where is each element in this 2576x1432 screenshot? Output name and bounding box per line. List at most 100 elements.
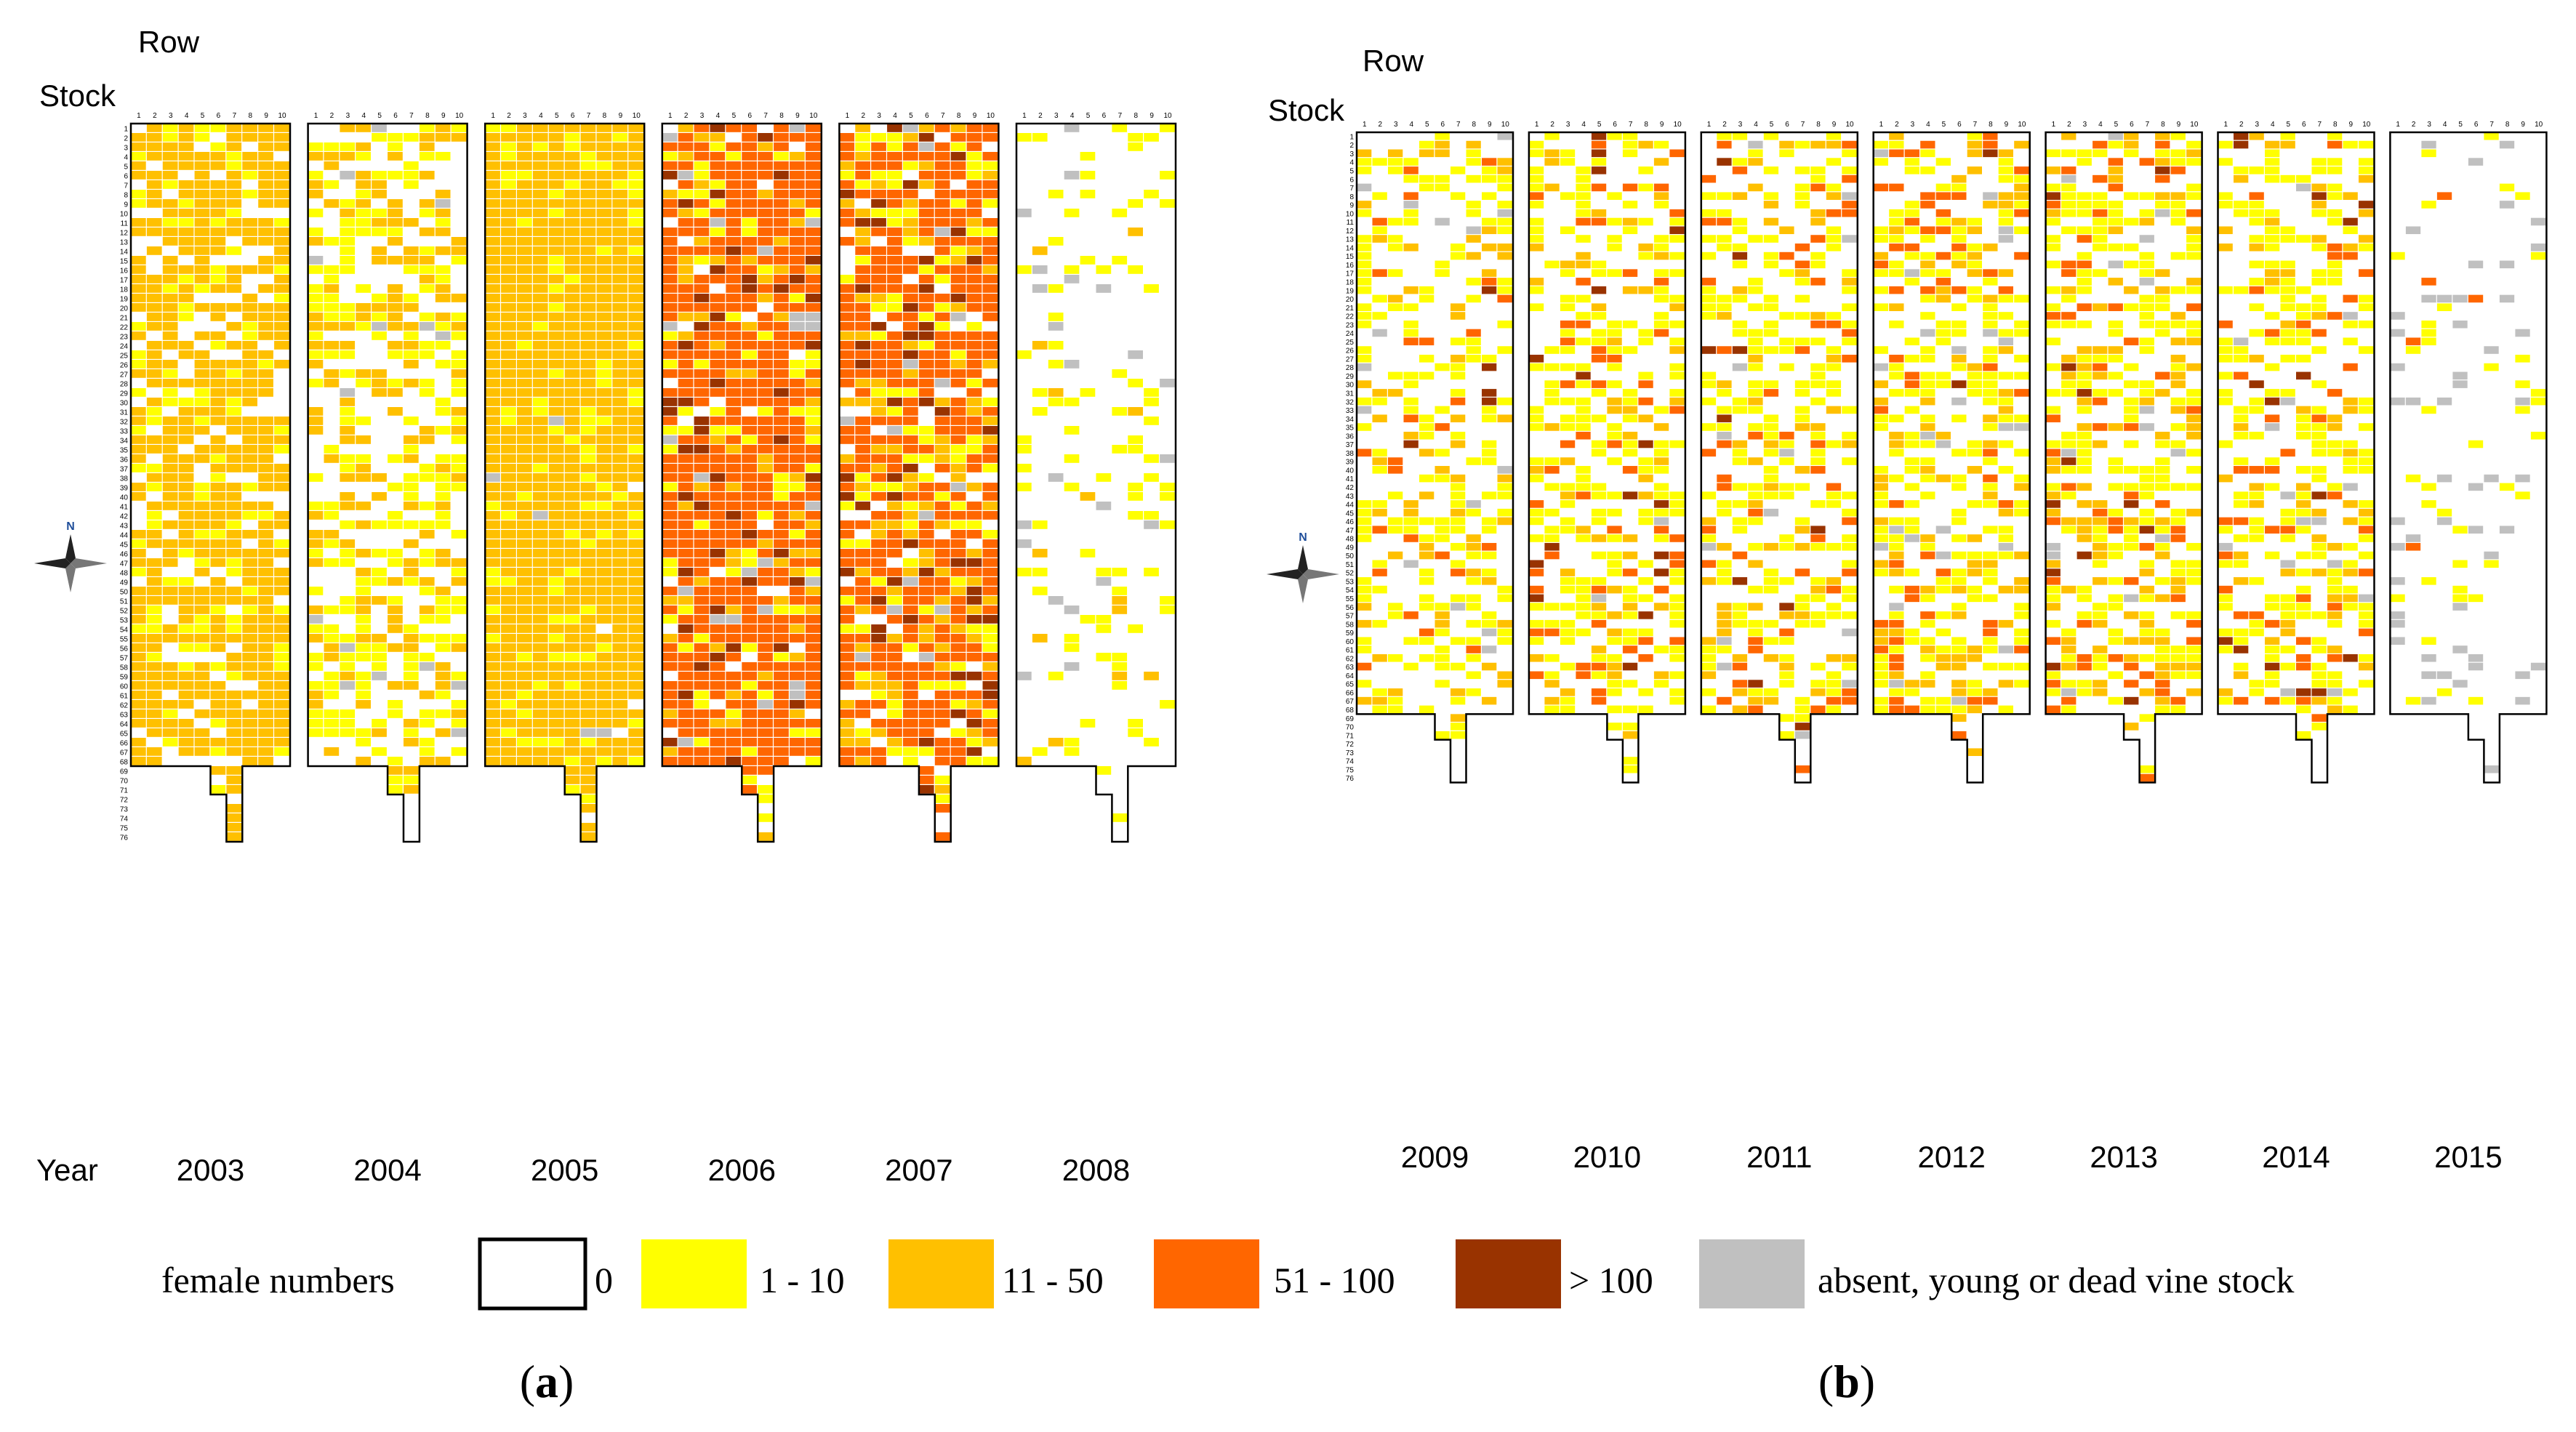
cell bbox=[612, 577, 628, 586]
cell bbox=[742, 766, 757, 775]
cell bbox=[1032, 483, 1048, 491]
cell bbox=[1016, 577, 1032, 586]
cell bbox=[532, 492, 548, 501]
cell bbox=[1064, 256, 1080, 265]
cell bbox=[324, 643, 340, 652]
cell bbox=[1080, 133, 1096, 142]
cell bbox=[678, 539, 694, 548]
cell bbox=[517, 577, 532, 586]
block-outline bbox=[307, 122, 468, 843]
cell bbox=[1064, 539, 1080, 548]
cell bbox=[388, 511, 403, 520]
cell bbox=[404, 709, 419, 718]
cell bbox=[356, 199, 371, 208]
cell bbox=[903, 294, 918, 302]
cell bbox=[146, 407, 162, 416]
cell bbox=[162, 331, 178, 340]
cell bbox=[758, 426, 773, 435]
cell bbox=[710, 388, 726, 397]
cell bbox=[372, 577, 387, 586]
cell bbox=[274, 209, 289, 217]
cell bbox=[564, 133, 580, 142]
cell bbox=[451, 520, 467, 529]
cell bbox=[210, 161, 226, 170]
cell bbox=[532, 322, 548, 331]
cell bbox=[1160, 587, 1175, 595]
cell bbox=[178, 398, 194, 406]
block-outline bbox=[838, 122, 1000, 843]
cell bbox=[131, 691, 146, 699]
cell bbox=[982, 615, 998, 624]
cell bbox=[758, 795, 773, 803]
cell bbox=[146, 350, 162, 359]
cell bbox=[1128, 473, 1143, 482]
cell bbox=[274, 587, 289, 595]
row-tick-label: 5 bbox=[555, 112, 559, 120]
cell bbox=[1144, 445, 1159, 454]
cell bbox=[532, 398, 548, 406]
cell bbox=[774, 360, 789, 369]
cell bbox=[1096, 360, 1112, 369]
cell bbox=[1112, 568, 1128, 576]
cell bbox=[1016, 161, 1032, 170]
cell bbox=[662, 190, 678, 198]
cell bbox=[131, 738, 146, 747]
stock-tick-label: 35 bbox=[120, 446, 129, 454]
cell bbox=[162, 662, 178, 671]
cell bbox=[934, 180, 950, 189]
cell bbox=[517, 643, 532, 652]
stock-tick-label: 4 bbox=[124, 153, 128, 161]
cell bbox=[1064, 322, 1080, 331]
cell bbox=[628, 502, 643, 510]
cell bbox=[485, 426, 500, 435]
cell bbox=[274, 407, 289, 416]
cell bbox=[580, 124, 596, 132]
cell bbox=[1419, 183, 1435, 192]
cell bbox=[1128, 284, 1143, 293]
cell bbox=[1450, 423, 1466, 431]
cell bbox=[451, 653, 467, 661]
stock-tick-label: 25 bbox=[120, 352, 129, 360]
cell bbox=[839, 350, 855, 359]
cell bbox=[194, 606, 210, 614]
cell bbox=[1419, 466, 1435, 474]
cell bbox=[372, 142, 387, 151]
cell bbox=[855, 577, 870, 586]
cell bbox=[1064, 331, 1080, 340]
cell bbox=[1080, 700, 1096, 709]
cell bbox=[1096, 606, 1112, 614]
cell bbox=[678, 738, 694, 747]
cell bbox=[1450, 389, 1466, 397]
cell bbox=[356, 265, 371, 274]
cell bbox=[178, 445, 194, 454]
stock-tick-label: 37 bbox=[1346, 441, 1355, 449]
cell bbox=[966, 445, 982, 454]
row-tick-label: 5 bbox=[201, 112, 205, 120]
cell bbox=[372, 331, 387, 340]
cell bbox=[485, 445, 500, 454]
cell bbox=[517, 596, 532, 605]
cell bbox=[903, 653, 918, 661]
cell bbox=[950, 322, 966, 331]
cell bbox=[612, 511, 628, 520]
cell bbox=[934, 539, 950, 548]
cell bbox=[742, 757, 757, 765]
cell bbox=[612, 681, 628, 690]
cell bbox=[517, 294, 532, 302]
cell bbox=[871, 728, 886, 737]
cell bbox=[131, 341, 146, 350]
cell bbox=[274, 492, 289, 501]
stock-tick-label: 41 bbox=[1346, 475, 1355, 483]
cell bbox=[805, 133, 821, 142]
cell bbox=[226, 653, 242, 661]
cell bbox=[162, 691, 178, 699]
cell bbox=[308, 379, 324, 387]
cell bbox=[1112, 549, 1128, 558]
cell bbox=[451, 662, 467, 671]
cell bbox=[839, 388, 855, 397]
cell bbox=[758, 653, 773, 661]
cell bbox=[1482, 508, 1497, 517]
cell bbox=[612, 161, 628, 170]
cell bbox=[274, 322, 289, 331]
cell bbox=[1144, 483, 1159, 491]
